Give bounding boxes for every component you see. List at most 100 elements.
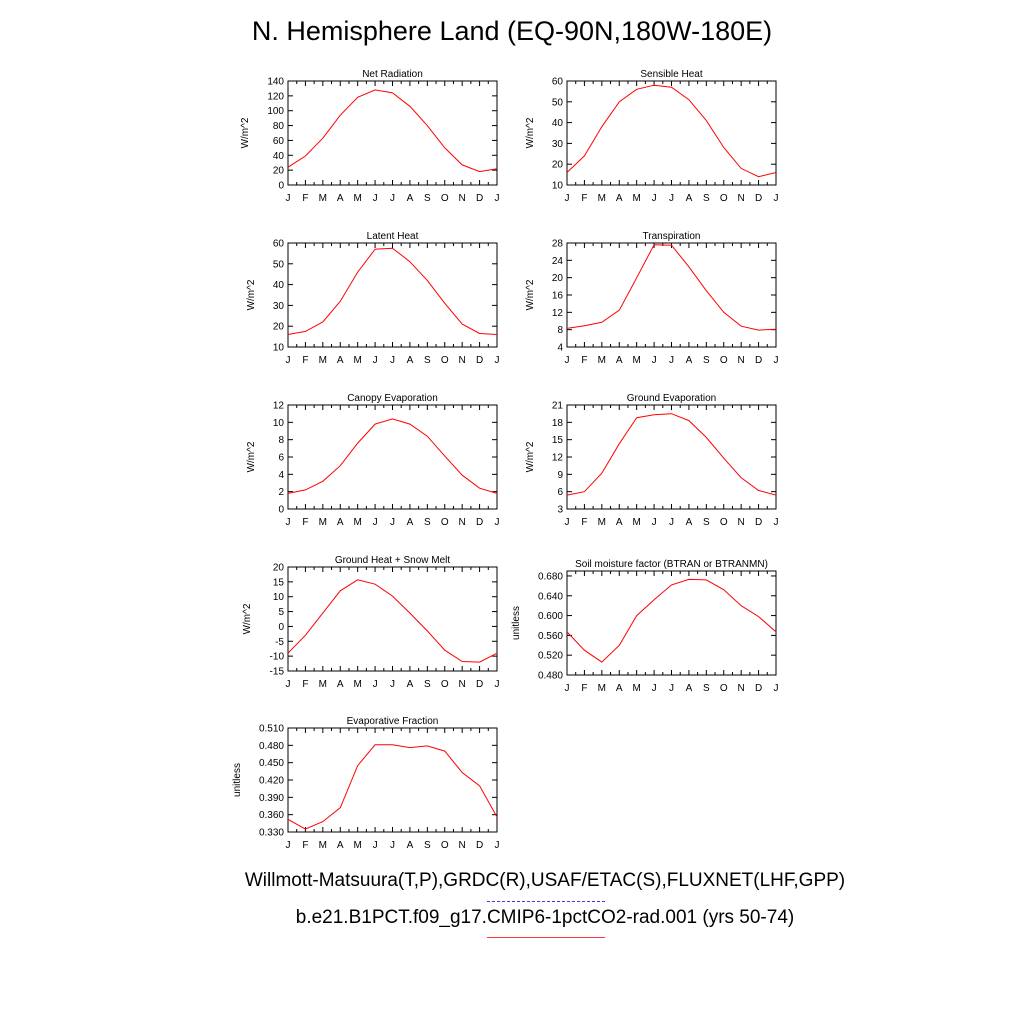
- series-line: [287, 418, 498, 494]
- plot-frame: [287, 566, 498, 672]
- x-tick-label: N: [459, 679, 466, 690]
- x-tick-label: O: [441, 355, 449, 366]
- x-tick-label: M: [353, 840, 361, 851]
- x-tick-label: O: [720, 355, 728, 366]
- y-tick-label: 2: [278, 487, 284, 498]
- x-tick-label: F: [302, 517, 308, 528]
- y-tick-label: 4: [278, 470, 284, 481]
- y-tick-label: 20: [273, 322, 285, 333]
- x-tick-label: N: [459, 517, 466, 528]
- y-tick-label: 18: [552, 418, 564, 429]
- x-tick-label: J: [652, 517, 657, 528]
- x-tick-label: S: [703, 683, 710, 694]
- y-tick-label: -10: [270, 652, 285, 663]
- x-tick-label: M: [319, 840, 327, 851]
- x-tick-label: J: [373, 840, 378, 851]
- x-tick-label: J: [286, 517, 291, 528]
- x-tick-label: M: [598, 517, 606, 528]
- x-tick-label: D: [755, 517, 762, 528]
- x-tick-label: M: [353, 679, 361, 690]
- chart-canopy-evaporation: Canopy Evaporation J F M A M J J A S O N D J 0 2 4 6 8 10 12…: [228, 389, 509, 539]
- y-tick-label: 120: [267, 91, 284, 102]
- x-tick-label: J: [286, 840, 291, 851]
- x-tick-label: A: [686, 193, 693, 204]
- y-tick-label: 30: [273, 301, 285, 312]
- x-tick-label: O: [441, 193, 449, 204]
- y-tick-label: 10: [273, 343, 285, 354]
- y-axis-label: unitless: [232, 763, 243, 797]
- y-tick-label: 0.560: [538, 631, 563, 642]
- chart-transpiration: Transpiration J F M A M J J A S O N D J 4 8 12 16 20 24 28 W/…: [507, 227, 788, 377]
- x-tick-label: S: [424, 517, 431, 528]
- x-tick-label: M: [353, 517, 361, 528]
- x-tick-label: M: [353, 193, 361, 204]
- panel-title: Latent Heat: [367, 231, 419, 242]
- x-tick-label: A: [337, 355, 344, 366]
- chart-ground-heat-snow-melt: Ground Heat + Snow Melt J F M A M J J A S O N D J -15-…: [228, 551, 509, 701]
- model-case-label: b.e21.B1PCT.f09_g17.CMIP6-1pctCO2-rad.00…: [295, 907, 795, 928]
- plot-frame: [287, 242, 498, 348]
- y-tick-label: 0.680: [538, 571, 563, 582]
- x-tick-label: D: [476, 840, 483, 851]
- x-tick-label: D: [476, 355, 483, 366]
- x-tick-label: A: [337, 517, 344, 528]
- x-tick-label: J: [774, 193, 779, 204]
- chart-sensible-heat: Sensible Heat J F M A M J J A S O N D J 10 20 30 40 50 60 W/…: [507, 65, 788, 215]
- y-tick-label: 6: [278, 453, 284, 464]
- x-tick-label: O: [720, 193, 728, 204]
- x-tick-label: N: [738, 355, 745, 366]
- x-tick-label: N: [459, 840, 466, 851]
- x-tick-label: M: [632, 193, 640, 204]
- model-line-key: [487, 937, 605, 938]
- y-tick-label: 0.640: [538, 591, 563, 602]
- panel-title: Soil moisture factor (BTRAN or BTRANMN): [575, 559, 768, 570]
- y-tick-label: 40: [273, 280, 285, 291]
- series-line: [566, 578, 777, 663]
- x-tick-label: J: [652, 355, 657, 366]
- y-tick-label: 60: [273, 239, 285, 250]
- x-tick-label: D: [755, 193, 762, 204]
- y-tick-label: 12: [552, 308, 564, 319]
- plot-frame: [287, 80, 498, 186]
- x-tick-label: S: [424, 355, 431, 366]
- x-tick-label: D: [755, 683, 762, 694]
- y-tick-label: 3: [557, 505, 563, 516]
- y-tick-label: 10: [552, 181, 564, 192]
- y-axis-label: W/m^2: [525, 117, 536, 148]
- x-tick-label: J: [495, 193, 500, 204]
- x-tick-label: J: [373, 517, 378, 528]
- y-tick-label: 0.600: [538, 611, 563, 622]
- x-tick-label: A: [407, 355, 414, 366]
- x-tick-label: F: [581, 683, 587, 694]
- y-tick-label: 12: [552, 453, 564, 464]
- x-tick-label: J: [495, 355, 500, 366]
- y-tick-label: 20: [552, 160, 564, 171]
- x-tick-label: M: [319, 679, 327, 690]
- y-tick-label: 6: [557, 487, 563, 498]
- x-tick-label: A: [686, 683, 693, 694]
- x-tick-label: S: [703, 193, 710, 204]
- chart-evaporative-fraction: Evaporative Fraction J F M A M J J A S O N D J 0.330 0.…: [228, 712, 509, 862]
- y-tick-label: 50: [273, 259, 285, 270]
- x-tick-label: J: [495, 840, 500, 851]
- x-tick-label: J: [286, 193, 291, 204]
- x-tick-label: J: [495, 679, 500, 690]
- x-tick-label: A: [337, 679, 344, 690]
- x-tick-label: M: [353, 355, 361, 366]
- x-tick-label: J: [669, 517, 674, 528]
- y-tick-label: 15: [273, 577, 285, 588]
- x-tick-label: J: [495, 517, 500, 528]
- y-tick-label: 40: [273, 151, 285, 162]
- y-axis-label: W/m^2: [242, 603, 253, 634]
- chart-latent-heat: Latent Heat J F M A M J J A S O N D J 10 20 30 40 50 60 W/m^…: [228, 227, 509, 377]
- y-tick-label: 10: [273, 592, 285, 603]
- x-tick-label: J: [373, 355, 378, 366]
- observations-credit: Willmott-Matsuura(T,P),GRDC(R),USAF/ETAC…: [244, 870, 846, 891]
- x-tick-label: J: [565, 193, 570, 204]
- x-tick-label: M: [319, 355, 327, 366]
- chart-svg: Soil moisture factor (BTRAN or BTRANMN) J…: [511, 559, 779, 694]
- x-tick-label: A: [686, 517, 693, 528]
- x-tick-label: M: [598, 193, 606, 204]
